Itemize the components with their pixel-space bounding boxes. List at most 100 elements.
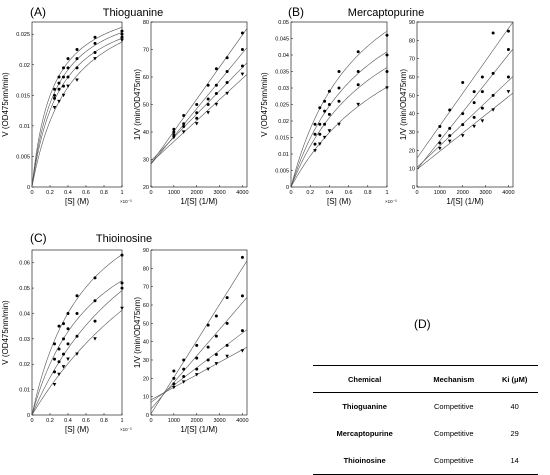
data-point xyxy=(327,129,332,133)
data-point xyxy=(120,281,124,285)
y-axis-label: V (OD475nm/min) xyxy=(1,72,10,137)
data-point xyxy=(172,369,176,373)
y-axis-label: V (OD475nm/min) xyxy=(260,72,269,137)
data-point xyxy=(318,142,322,146)
fit-line xyxy=(417,76,513,168)
data-point xyxy=(214,83,218,87)
fit-line xyxy=(151,74,247,163)
data-point xyxy=(172,130,176,134)
data-point xyxy=(491,71,495,75)
data-point xyxy=(62,66,65,70)
data-point xyxy=(506,48,510,51)
data-point xyxy=(195,103,199,106)
y-tick-label: 60 xyxy=(409,75,415,81)
data-point xyxy=(206,358,210,362)
data-point xyxy=(448,108,452,112)
y-tick-label: 0 xyxy=(412,185,415,191)
data-point xyxy=(448,134,452,138)
x-tick-label: 0.6 xyxy=(345,190,353,196)
y-tick-label: 0.035 xyxy=(275,70,289,76)
x-tick-label: 3000 xyxy=(213,190,225,196)
y-tick-label: 0.005 xyxy=(16,154,30,160)
data-point xyxy=(120,29,124,33)
x-axis-label: 1/[S] (1/M) xyxy=(180,425,218,434)
data-point xyxy=(194,122,199,126)
fit-line xyxy=(32,310,122,415)
data-point xyxy=(318,132,322,136)
y-tick-label: 30 xyxy=(409,130,415,136)
x-tick-label: 0.2 xyxy=(306,190,314,196)
data-point xyxy=(240,294,244,298)
data-point xyxy=(480,106,484,110)
fit-line xyxy=(151,346,247,401)
data-point xyxy=(240,329,244,333)
data-point xyxy=(240,48,244,51)
data-point xyxy=(195,343,199,347)
data-point xyxy=(356,83,360,87)
fit-line xyxy=(291,67,387,187)
fit-line xyxy=(151,28,247,164)
data-point xyxy=(172,382,176,386)
data-point xyxy=(182,114,186,117)
data-point xyxy=(61,93,66,98)
x-tick-label: 0.4 xyxy=(326,190,334,196)
y-tick-label: 50 xyxy=(143,321,149,327)
y-tick-label: 20 xyxy=(143,376,149,382)
data-point xyxy=(93,299,97,303)
data-point xyxy=(214,362,219,366)
y-tick-label: 80 xyxy=(409,38,415,44)
data-point xyxy=(66,57,70,61)
data-point xyxy=(57,324,61,328)
y-tick-label: 50 xyxy=(143,103,149,109)
data-point xyxy=(506,29,510,33)
data-point xyxy=(52,382,57,387)
data-point xyxy=(337,86,341,90)
data-point xyxy=(93,337,97,341)
x-tick-label: 1 xyxy=(120,418,123,424)
x-axis-label: 1/[S] (1/M) xyxy=(180,197,218,206)
x-tick-label: 0 xyxy=(30,190,33,196)
y-tick-label: 90 xyxy=(409,20,415,26)
ki-table: Chemical Mechanism Ki (μM) Thioguanine C… xyxy=(313,365,538,475)
y-tick-label: 0.045 xyxy=(275,37,289,43)
y-axis-label: 1/V (min/OD475nm) xyxy=(399,69,408,140)
data-point xyxy=(195,367,199,371)
cell-mechanism: Competitive xyxy=(434,429,474,438)
data-point xyxy=(206,111,210,115)
data-point xyxy=(66,84,70,88)
header-chemical: Chemical xyxy=(313,365,417,393)
data-point xyxy=(460,134,465,138)
y-axis-label: V (OD475nm/min) xyxy=(1,300,10,365)
y-tick-label: 60 xyxy=(143,75,149,81)
y-axis-label: 1/V (min/OD475nm) xyxy=(133,297,142,368)
data-point xyxy=(62,352,65,356)
x-tick-label: 0.6 xyxy=(82,418,90,424)
data-point xyxy=(491,108,495,112)
data-point xyxy=(93,319,97,323)
y-tick-label: 0 xyxy=(27,185,30,191)
fit-line xyxy=(151,329,247,403)
panel-letter-c: (C) xyxy=(30,231,47,245)
data-point xyxy=(337,70,341,73)
cell-mechanism: Competitive xyxy=(434,402,474,411)
y-tick-label: 30 xyxy=(143,158,149,164)
data-point xyxy=(172,385,176,390)
data-point xyxy=(66,342,70,346)
panel-title-a: Thioguanine xyxy=(103,7,164,19)
y-tick-label: 0.01 xyxy=(19,124,30,130)
y-tick-label: 0.05 xyxy=(278,20,289,26)
data-point xyxy=(461,81,465,84)
data-point xyxy=(337,99,341,103)
fit-line xyxy=(417,92,513,170)
x-tick-label: 0.2 xyxy=(46,190,54,196)
chart-1: 0 0.2 0.4 0.6 0.8 1 0 0.005 0.01 0.015 0.02 0.025 [S… xyxy=(1,21,132,206)
fit-line xyxy=(417,48,513,170)
data-point xyxy=(182,367,186,371)
data-point xyxy=(57,99,61,104)
cell-ki: 29 xyxy=(510,429,519,438)
data-point xyxy=(57,372,61,377)
data-point xyxy=(172,135,176,140)
x-multiplier: ×10⁻³ xyxy=(385,199,397,204)
data-point xyxy=(214,102,219,107)
data-point xyxy=(120,306,124,311)
